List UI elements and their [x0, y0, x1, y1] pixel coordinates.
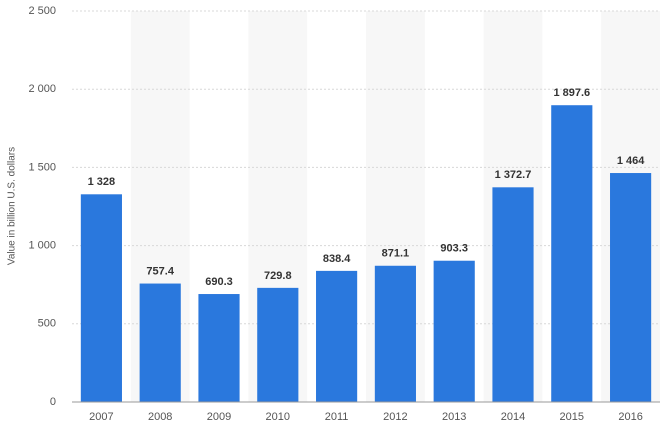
value-label: 903.3 — [440, 243, 468, 255]
y-tick-label: 500 — [38, 318, 56, 330]
value-label: 1 897.6 — [553, 87, 590, 99]
x-tick-label: 2012 — [383, 411, 407, 423]
bar — [551, 105, 593, 402]
value-label: 690.3 — [205, 276, 233, 288]
value-label: 1 372.7 — [495, 169, 532, 181]
y-tick-label: 1 000 — [28, 240, 56, 252]
bar — [316, 270, 358, 402]
x-tick-label: 2009 — [207, 411, 231, 423]
value-label: 729.8 — [264, 270, 292, 282]
y-axis-title: Value in billion U.S. dollars — [7, 147, 18, 265]
x-tick-label: 2008 — [148, 411, 172, 423]
y-tick-label: 1 500 — [28, 161, 56, 173]
value-label: 1 328 — [88, 176, 116, 188]
x-tick-label: 2007 — [89, 411, 113, 423]
x-tick-label: 2015 — [560, 411, 584, 423]
x-tick-label: 2016 — [618, 411, 642, 423]
x-tick-label: 2013 — [442, 411, 466, 423]
bar — [139, 283, 181, 402]
x-tick-label: 2010 — [266, 411, 290, 423]
bar — [433, 260, 475, 402]
bar — [374, 265, 416, 402]
value-label: 871.1 — [382, 248, 410, 260]
y-tick-label: 2 000 — [28, 83, 56, 95]
bar — [257, 287, 299, 402]
bar — [198, 294, 240, 402]
value-label: 1 464 — [617, 155, 645, 167]
x-tick-label: 2014 — [501, 411, 525, 423]
bar — [492, 187, 534, 402]
x-tick-label: 2011 — [325, 411, 349, 423]
bar — [610, 173, 652, 402]
value-label: 757.4 — [146, 265, 174, 277]
y-tick-label: 0 — [50, 396, 56, 408]
value-label: 838.4 — [323, 253, 351, 265]
y-tick-label: 2 500 — [28, 5, 56, 17]
bar — [80, 194, 122, 402]
